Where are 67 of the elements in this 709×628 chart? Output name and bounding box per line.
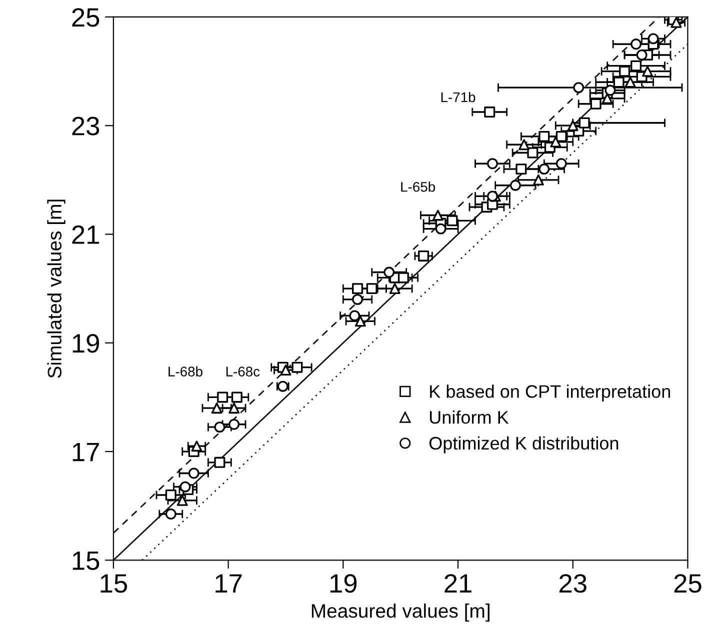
point bbox=[180, 481, 191, 492]
annotation: L-71b bbox=[441, 92, 476, 102]
point bbox=[578, 117, 590, 128]
point bbox=[532, 174, 544, 186]
point bbox=[191, 440, 202, 452]
point bbox=[486, 190, 498, 202]
point bbox=[630, 38, 642, 50]
annotation: L-68c bbox=[226, 366, 260, 376]
point bbox=[398, 272, 409, 284]
legend-label: Optimized K distribution bbox=[429, 436, 618, 454]
point bbox=[619, 66, 630, 77]
point bbox=[642, 66, 654, 77]
point bbox=[188, 468, 200, 479]
point bbox=[231, 392, 242, 403]
point bbox=[352, 294, 364, 305]
y-tick-label: 19 bbox=[72, 334, 99, 353]
point bbox=[435, 223, 446, 234]
annotation: L-65b bbox=[401, 182, 435, 192]
y-tick-label: 17 bbox=[72, 442, 99, 462]
point bbox=[214, 422, 226, 433]
point bbox=[384, 266, 395, 278]
point bbox=[228, 418, 240, 430]
point bbox=[389, 283, 400, 294]
point bbox=[556, 158, 567, 170]
annotation: L-68b bbox=[168, 366, 202, 376]
x-tick-label: 19 bbox=[330, 574, 357, 593]
x-axis-title: Measured values [m] bbox=[312, 604, 490, 622]
point bbox=[538, 130, 550, 142]
point bbox=[418, 250, 430, 262]
point bbox=[527, 147, 538, 158]
point bbox=[165, 508, 176, 520]
point bbox=[516, 164, 527, 175]
point bbox=[228, 402, 240, 414]
y-tick-label: 25 bbox=[72, 8, 100, 27]
point bbox=[538, 164, 550, 175]
point bbox=[613, 76, 624, 88]
point bbox=[165, 489, 176, 500]
point bbox=[648, 33, 659, 44]
x-tick-label: 15 bbox=[100, 574, 128, 593]
y-tick-label: 15 bbox=[72, 552, 100, 570]
point bbox=[630, 60, 642, 72]
point bbox=[636, 49, 648, 60]
legend-label: Uniform K bbox=[430, 410, 509, 424]
point bbox=[432, 210, 444, 221]
y-axis-title: Simulated values [m] bbox=[47, 200, 66, 378]
point bbox=[573, 82, 584, 94]
x-tick-label: 23 bbox=[560, 574, 586, 593]
y-tick-label: 21 bbox=[72, 225, 99, 244]
point bbox=[486, 158, 498, 170]
x-tick-label: 25 bbox=[674, 574, 702, 593]
point bbox=[590, 98, 602, 110]
point bbox=[176, 494, 188, 506]
point bbox=[670, 16, 682, 28]
x-tick-label: 21 bbox=[444, 574, 472, 592]
point bbox=[349, 310, 360, 322]
point bbox=[518, 139, 530, 150]
point bbox=[214, 456, 226, 468]
x-tick-label: 17 bbox=[216, 574, 242, 592]
point bbox=[217, 392, 228, 403]
point bbox=[280, 364, 292, 376]
y-tick-label: 23 bbox=[72, 116, 100, 136]
point bbox=[510, 180, 521, 191]
legend-label: K based on CPT interpretation bbox=[430, 384, 670, 402]
point bbox=[484, 106, 496, 118]
point bbox=[352, 283, 364, 294]
point bbox=[604, 84, 616, 96]
point bbox=[211, 402, 222, 414]
